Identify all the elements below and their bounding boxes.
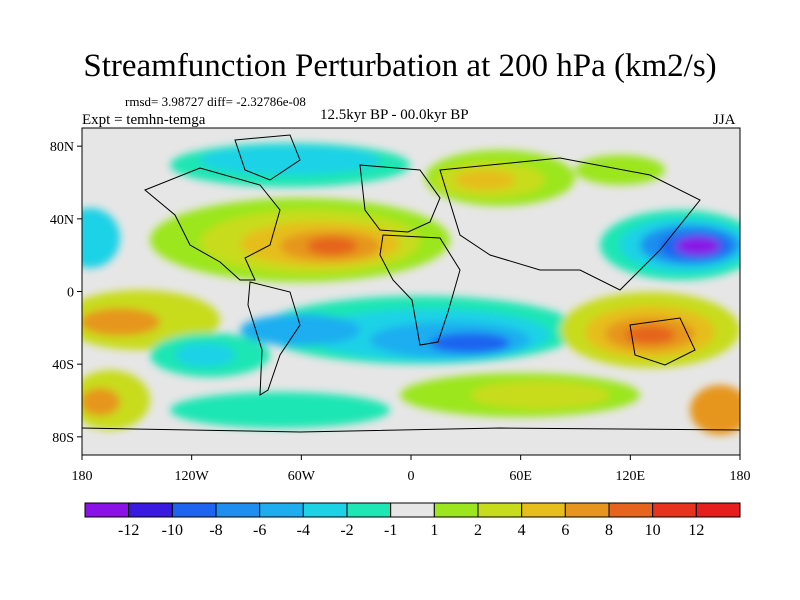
colorbar-label: -10 xyxy=(162,522,183,539)
plot-title: Streamfunction Perturbation at 200 hPa (… xyxy=(83,48,717,84)
lon-label: 120W xyxy=(175,469,210,484)
colorbar-label: 10 xyxy=(645,522,661,539)
colorbar-label: -2 xyxy=(340,522,353,539)
colorbar-label: 1 xyxy=(430,522,438,539)
lat-label: 80S xyxy=(52,431,74,446)
colorbar-swatch xyxy=(521,502,566,518)
colorbar-swatch xyxy=(433,502,479,518)
colorbar-swatch xyxy=(346,502,392,518)
colorbar-label: 2 xyxy=(474,522,482,539)
colorbar-swatch xyxy=(652,502,697,518)
lon-label: 180 xyxy=(730,469,751,484)
colorbar-label: 12 xyxy=(688,522,704,539)
lat-label: 40S xyxy=(52,358,74,373)
coastlines xyxy=(82,134,740,433)
colorbar-label: -1 xyxy=(384,522,397,539)
colorbar-swatch xyxy=(302,502,348,518)
lon-label: 60E xyxy=(509,469,532,484)
streamfunction-field xyxy=(82,128,740,455)
colorbar-swatch xyxy=(259,502,304,518)
lon-label: 180 xyxy=(72,469,93,484)
colorbar-label: -8 xyxy=(209,522,222,539)
colorbar-label: 6 xyxy=(561,522,569,539)
colorbar-label: -6 xyxy=(253,522,266,539)
lon-label: 120E xyxy=(616,469,646,484)
experiment-label: Expt = temhn-temga xyxy=(82,112,206,128)
lat-axis: 80N 40N 0 40S 80S xyxy=(50,140,82,446)
colorbar-swatch xyxy=(215,502,261,518)
period-label: 12.5kyr BP - 00.0kyr BP xyxy=(320,107,469,123)
lat-label: 0 xyxy=(67,286,74,301)
colorbar-label: 4 xyxy=(518,522,526,539)
colorbar-label: -12 xyxy=(118,522,139,539)
colorbar-swatch xyxy=(171,502,217,518)
colorbar-swatch xyxy=(477,502,523,518)
lon-axis: 180 120W 60W 0 60E 120E 180 xyxy=(72,455,751,484)
lon-label: 60W xyxy=(288,469,316,484)
colorbar-swatch xyxy=(84,502,130,518)
colorbar-labels: -12 -10 -8 -6 -4 -2 -1 1 2 4 6 8 10 12 xyxy=(118,522,704,539)
colorbar-swatch xyxy=(390,502,435,518)
colorbar-label: -4 xyxy=(297,522,310,539)
colorbar-swatch xyxy=(695,502,741,518)
colorbar-label: 8 xyxy=(605,522,613,539)
colorbar-swatch xyxy=(128,502,173,518)
rmsd-diff-stats: rmsd= 3.98727 diff= -2.32786e-08 xyxy=(125,94,306,109)
colorbar-swatch xyxy=(608,502,654,518)
lat-label: 80N xyxy=(50,140,74,155)
season-label: JJA xyxy=(713,112,736,128)
lat-label: 40N xyxy=(50,213,74,228)
colorbar xyxy=(84,502,741,518)
colorbar-swatch xyxy=(564,502,610,518)
lon-label: 0 xyxy=(408,469,415,484)
